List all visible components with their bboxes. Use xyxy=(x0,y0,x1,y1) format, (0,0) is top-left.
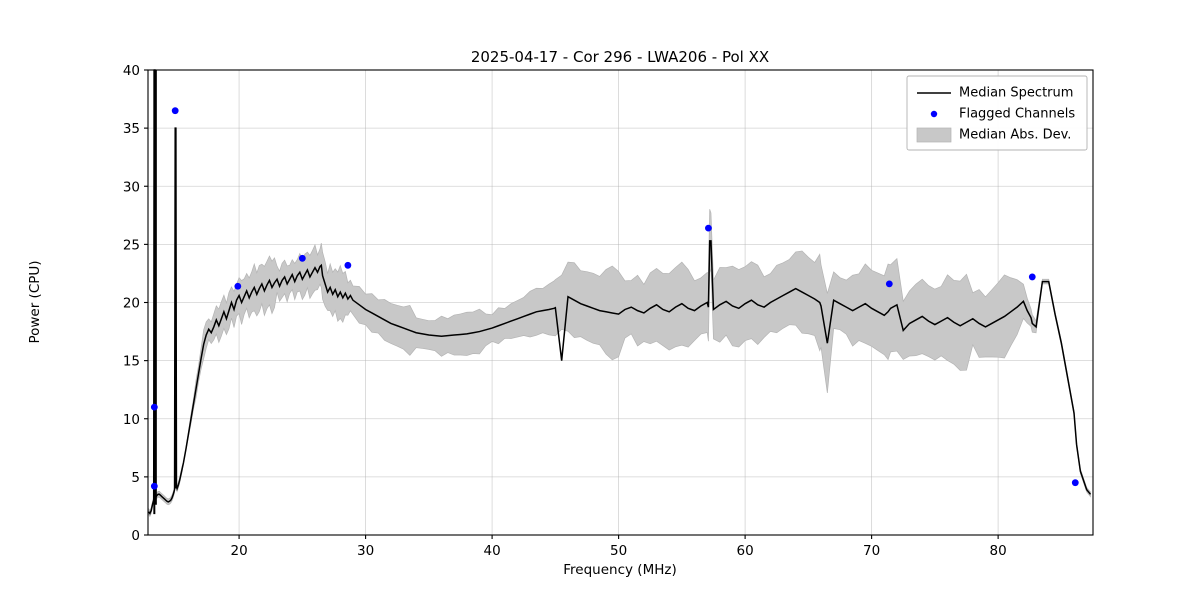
y-tick-label: 25 xyxy=(123,237,140,253)
median-spectrum-path xyxy=(148,69,1092,515)
y-axis-ticks: 0 5 10 15 20 25 30 35 40 xyxy=(123,63,148,544)
flagged-channel-dot xyxy=(1028,273,1036,281)
x-tick-label: 20 xyxy=(230,543,247,559)
page-title: 2025-04-17 - Cor 296 - LWA206 - Pol XX xyxy=(471,48,769,66)
x-tick-label: 50 xyxy=(610,543,627,559)
flagged-channel-dot xyxy=(298,254,306,262)
mad-band-polygon xyxy=(148,209,1091,518)
legend-label: Flagged Channels xyxy=(959,107,1075,122)
legend-dot-swatch xyxy=(930,110,938,118)
x-tick-label: 80 xyxy=(990,543,1007,559)
y-tick-label: 15 xyxy=(123,354,140,370)
flagged-channel-dot xyxy=(150,482,158,490)
legend-patch-swatch xyxy=(916,127,952,143)
x-axis-label: Frequency (MHz) xyxy=(563,562,676,578)
x-tick-label: 40 xyxy=(484,543,501,559)
flagged-channel-dot xyxy=(705,224,712,232)
y-tick-label: 20 xyxy=(123,296,140,312)
x-axis-ticks: 20 30 40 50 60 70 80 xyxy=(230,535,1007,559)
flagged-channel-dot xyxy=(234,282,242,290)
legend-label: Median Spectrum xyxy=(959,86,1073,101)
legend-label: Median Abs. Dev. xyxy=(959,128,1071,143)
y-axis-label: Power (CPU) xyxy=(27,260,43,343)
x-tick-label: 60 xyxy=(737,543,754,559)
y-tick-label: 40 xyxy=(123,63,140,79)
mad-band-area xyxy=(148,209,1091,518)
y-tick-label: 30 xyxy=(123,179,140,195)
flagged-channel-dot xyxy=(1071,479,1079,487)
x-tick-label: 30 xyxy=(357,543,374,559)
flagged-channel-dot xyxy=(885,280,893,288)
y-tick-label: 10 xyxy=(123,412,140,428)
y-tick-label: 35 xyxy=(123,121,140,137)
y-tick-label: 5 xyxy=(131,470,140,486)
median-spectrum-line xyxy=(148,69,1092,515)
y-tick-label: 0 xyxy=(131,528,140,544)
chart-legend: Median Spectrum Flagged Channels Median Ab… xyxy=(906,75,1088,151)
x-tick-label: 70 xyxy=(863,543,880,559)
flagged-channel-dot xyxy=(171,107,179,115)
flagged-channel-dot xyxy=(150,403,158,411)
flagged-channel-dot xyxy=(344,261,352,269)
flagged-channel-markers xyxy=(150,107,1079,490)
